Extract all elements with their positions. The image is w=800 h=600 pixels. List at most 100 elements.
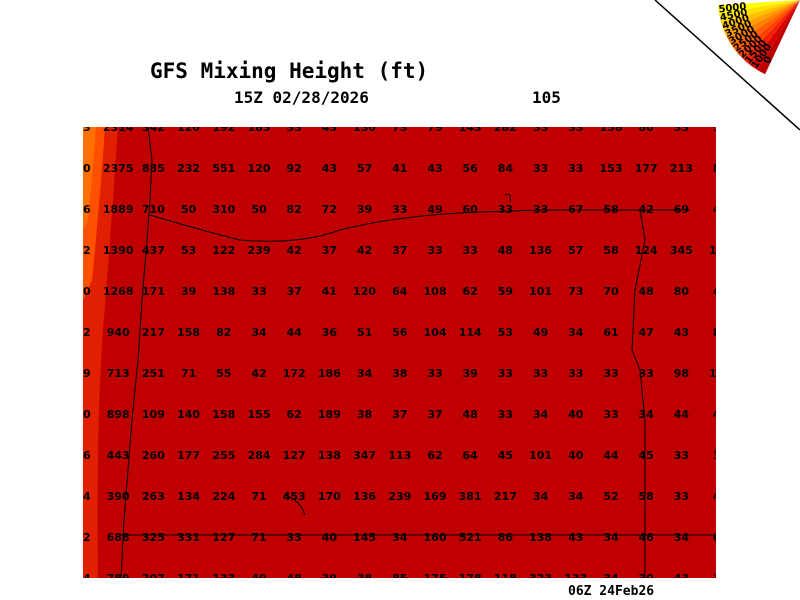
grid-value: 120 [248,162,271,175]
grid-value: 62 [287,408,302,421]
grid-value: 48 [639,285,654,298]
title: GFS Mixing Height (ft) [150,59,428,83]
map-background [83,127,716,578]
outlines [120,127,716,578]
grid-value: 331 [177,531,200,544]
grid-value: 33 [498,367,513,380]
grid-value: 41 [322,285,337,298]
grid-value: 34 [674,531,690,544]
grid-value: 43 [322,121,337,134]
river [504,193,511,203]
grid-value: 437 [142,244,165,257]
grid-value: 56 [392,326,408,339]
grid-value: 207 [142,572,165,585]
grid-value: 34 [533,408,549,421]
grid-value: 323 [529,572,552,585]
grid-value: 11 [709,367,724,380]
grid-value: 282 [494,121,517,134]
grid-value: 160 [424,531,447,544]
grid-value: 42 [639,203,654,216]
grid-value: 50 [251,203,267,216]
grid-value: 86 [498,531,514,544]
grid-value: 34 [392,531,408,544]
grid-value: 171 [142,285,165,298]
grid-value: 49 [533,326,548,339]
grid-value: 49 [75,367,90,380]
grid-value: 127 [212,531,235,544]
grid-value: 61 [603,326,618,339]
grid-value: 310 [212,203,235,216]
grid-value: 37 [427,408,442,421]
grid-value: 57 [357,162,372,175]
grid-value: 158 [177,326,200,339]
grid-value: 44 [287,326,303,339]
grid-value: 138 [529,531,552,544]
grid-value: 92 [75,244,90,257]
grid-value: 170 [318,490,341,503]
grid-value: 521 [459,531,482,544]
grid-value: 73 [568,285,583,298]
legend-swatch [727,0,800,47]
grid-value: 239 [248,244,271,257]
grid-value: 158 [212,408,235,421]
grid-value: 49 [251,572,266,585]
forecast-hour: 105 [532,88,561,107]
grid-value: 114 [459,326,482,339]
grid-value: 60 [463,203,479,216]
lake [284,494,306,516]
grid-value: 33 [427,367,442,380]
grid-value: 34 [568,490,584,503]
shade-band [83,127,96,230]
grid-value: 143 [459,121,482,134]
grid-value: 54 [75,572,91,585]
grid-value: 58 [603,203,618,216]
grid-value: 37 [287,285,302,298]
grid-value: 42 [287,244,302,257]
grid-value: 39 [357,203,372,216]
grid-value: 3 [713,449,721,462]
grid-value: 145 [353,531,376,544]
grid-value: 171 [177,572,200,585]
grid-value: 136 [353,490,376,503]
grid-value: 94 [75,490,91,503]
grid-value: 101 [529,285,552,298]
grid-value: 710 [142,203,165,216]
legend-swatch [750,0,800,71]
grid-value: 33 [392,203,407,216]
grid-value: 33 [498,408,513,421]
grid-value: 551 [212,162,235,175]
grid-value: 36 [322,326,338,339]
grid-value: 345 [670,244,693,257]
grid-value: 136 [529,244,552,257]
grid-value: 183 [248,121,271,134]
grid-value: 134 [177,490,200,503]
grid-value: 342 [142,121,165,134]
grid-value: 51 [357,326,372,339]
grid-value: 37 [392,408,407,421]
grid-value: 43 [568,531,583,544]
grid-value: 443 [107,449,130,462]
grid-value: 133 [564,572,587,585]
grid-value: 52 [75,326,90,339]
grid-value: 133 [212,572,235,585]
grid-value: 69 [674,203,689,216]
grid-value: 84 [498,162,514,175]
grid-value: 158 [600,121,623,134]
grid-value: 155 [248,408,271,421]
grid-value: 33 [603,367,618,380]
grid-value: 885 [142,162,165,175]
grid-value: 130 [353,121,376,134]
grid-value: 177 [635,162,658,175]
grid-value: 57 [568,244,583,257]
grid-value: 213 [670,162,693,175]
grid-value: 71 [251,531,266,544]
grid-value: 80 [674,285,690,298]
legend-swatch [743,0,800,66]
grid-value: 30 [639,572,655,585]
grid-value: 71 [181,367,196,380]
legend-swatch [721,0,800,31]
grid-value: 43 [674,572,689,585]
grid-value: 38 [357,408,372,421]
